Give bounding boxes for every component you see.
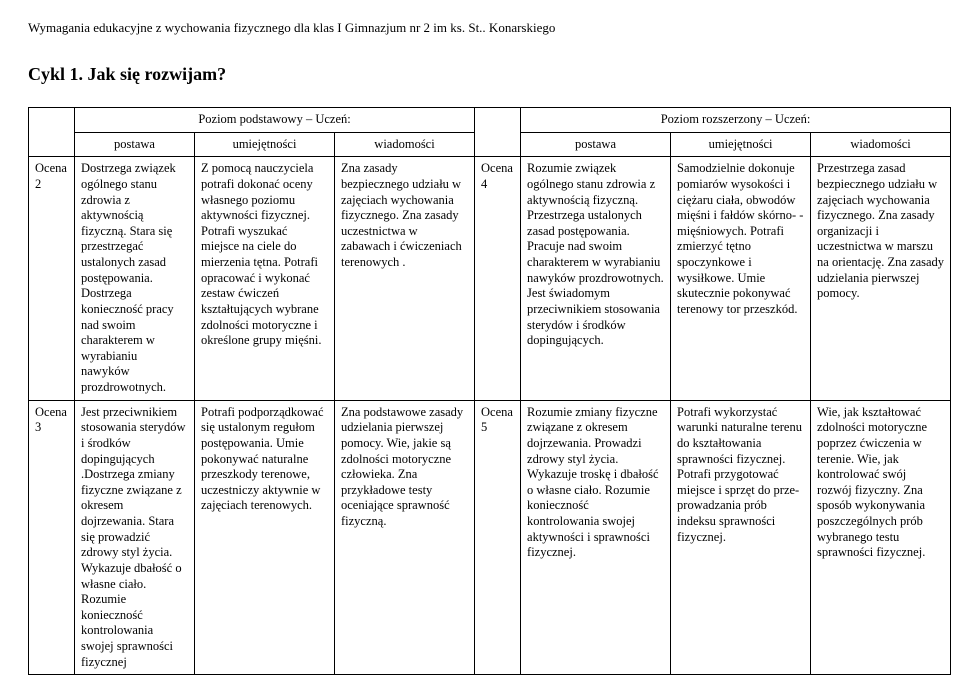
umiej-cell: Potrafi wykorzystać warunki naturalne te…	[671, 400, 811, 675]
requirements-table: Poziom podstawowy – Uczeń: Poziom rozsze…	[28, 107, 951, 675]
wiad-cell: Przestrzega zasad bezpiecznego udziału w…	[811, 157, 951, 400]
header-blank-left	[29, 108, 75, 157]
header-blank-right	[475, 108, 521, 157]
table-row: Ocena 3 Jest przeciwnikiem stosowania st…	[29, 400, 951, 675]
header-wiad-b: wiadomości	[811, 132, 951, 157]
header-basic-level: Poziom podstawowy – Uczeń:	[75, 108, 475, 133]
umiej-cell: Samodzielnie dokonuje pomiarów wysokości…	[671, 157, 811, 400]
document-title: Wymagania edukacyjne z wychowania fizycz…	[28, 20, 960, 36]
grade-cell: Ocena 5	[475, 400, 521, 675]
grade-cell: Ocena 4	[475, 157, 521, 400]
wiad-cell: Zna podstawowe zasady udzielania pierwsz…	[335, 400, 475, 675]
header-ext-level: Poziom rozszerzony – Uczeń:	[521, 108, 951, 133]
table-row: Ocena 2 Dostrzega związek ogólnego stanu…	[29, 157, 951, 400]
umiej-cell: Z pomocą nauczyciela potrafi dokonać oce…	[195, 157, 335, 400]
header-postawa-a: postawa	[75, 132, 195, 157]
postawa-cell: Rozumie związek ogólnego stanu zdrowia z…	[521, 157, 671, 400]
grade-cell: Ocena 2	[29, 157, 75, 400]
header-postawa-b: postawa	[521, 132, 671, 157]
postawa-cell: Jest przeciwnikiem stosowania sterydów i…	[75, 400, 195, 675]
umiej-cell: Potrafi podporządkować się ustalonym reg…	[195, 400, 335, 675]
grade-cell: Ocena 3	[29, 400, 75, 675]
header-wiad-a: wiadomości	[335, 132, 475, 157]
wiad-cell: Wie, jak kształtować zdolności motoryczn…	[811, 400, 951, 675]
postawa-cell: Dostrzega związek ogólnego stanu zdrowia…	[75, 157, 195, 400]
cycle-title: Cykl 1. Jak się rozwijam?	[28, 64, 960, 85]
wiad-cell: Zna zasady bezpiecznego udziału w zajęci…	[335, 157, 475, 400]
postawa-cell: Rozumie zmiany fizyczne związane z okres…	[521, 400, 671, 675]
header-umiej-a: umiejętności	[195, 132, 335, 157]
header-umiej-b: umiejętności	[671, 132, 811, 157]
